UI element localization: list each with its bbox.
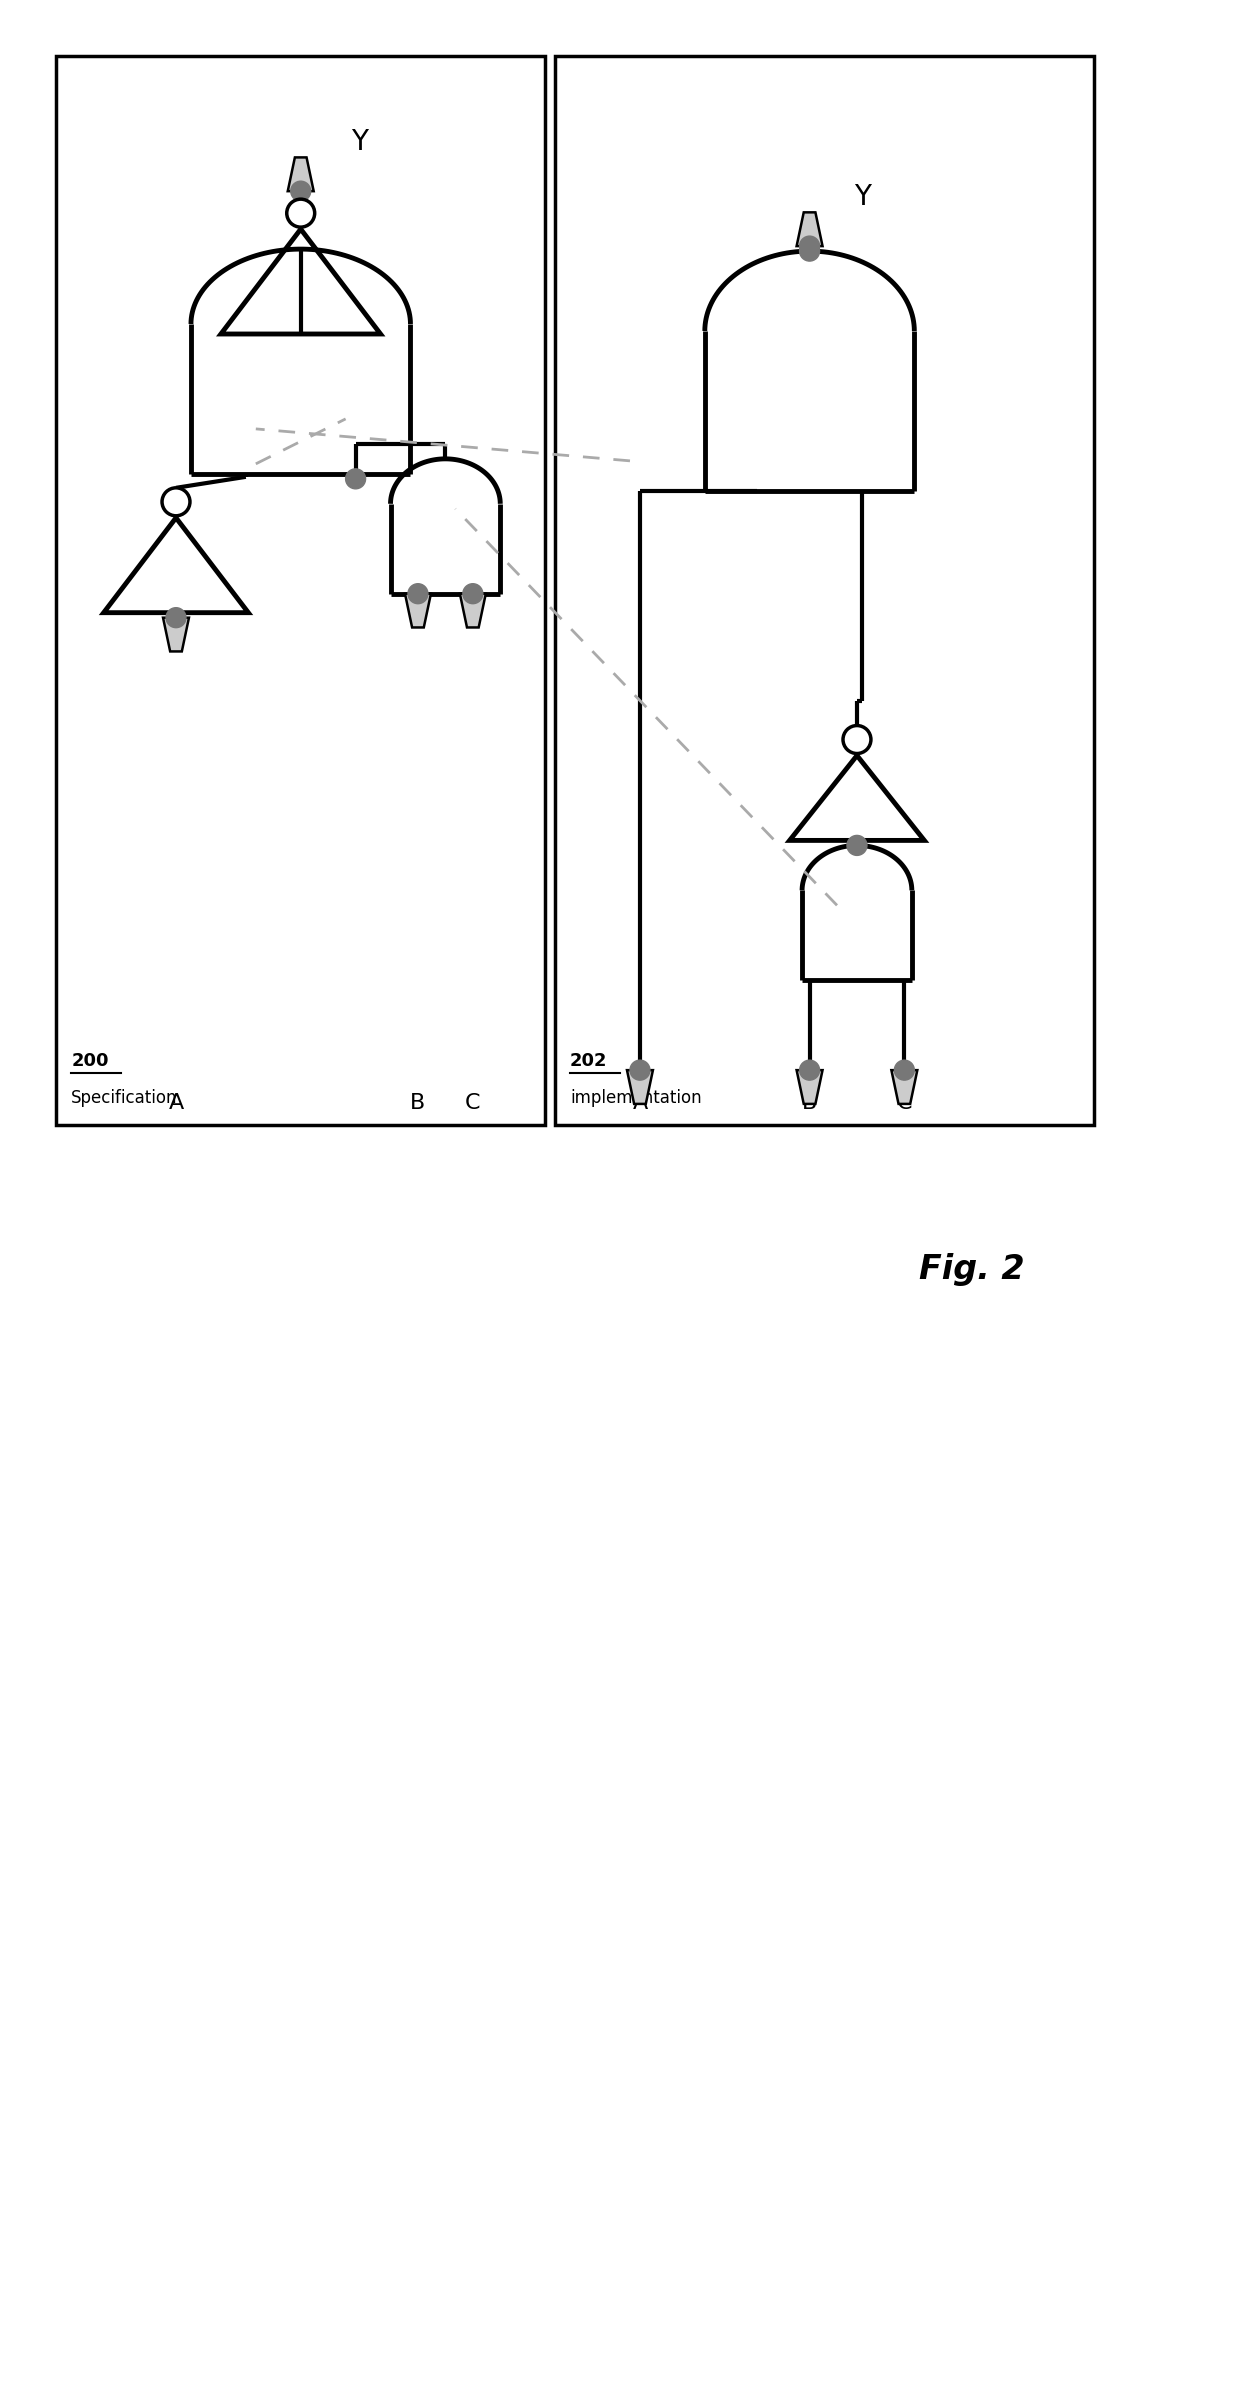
- Polygon shape: [162, 617, 188, 652]
- Text: Y: Y: [351, 129, 367, 155]
- Circle shape: [800, 237, 820, 256]
- Text: 202: 202: [570, 1052, 608, 1071]
- Circle shape: [166, 607, 186, 629]
- Polygon shape: [796, 213, 822, 246]
- Circle shape: [843, 727, 870, 753]
- Polygon shape: [104, 519, 248, 612]
- Circle shape: [290, 182, 311, 201]
- Text: A: A: [632, 1092, 647, 1114]
- Polygon shape: [221, 229, 381, 335]
- Circle shape: [894, 1061, 914, 1080]
- Polygon shape: [391, 459, 500, 593]
- Bar: [56, 57, 546, 1126]
- Text: Y: Y: [854, 184, 872, 210]
- Polygon shape: [405, 593, 432, 629]
- Polygon shape: [790, 755, 924, 841]
- Circle shape: [408, 583, 428, 605]
- Polygon shape: [191, 249, 410, 473]
- Polygon shape: [802, 846, 911, 980]
- Bar: [556, 57, 1094, 1126]
- Polygon shape: [460, 593, 486, 629]
- Text: Fig. 2: Fig. 2: [919, 1252, 1025, 1286]
- Text: 200: 200: [71, 1052, 109, 1071]
- Circle shape: [800, 1061, 820, 1080]
- Text: B: B: [410, 1092, 425, 1114]
- Circle shape: [346, 468, 366, 490]
- Polygon shape: [627, 1071, 653, 1104]
- Text: B: B: [802, 1092, 817, 1114]
- Circle shape: [463, 583, 482, 605]
- Circle shape: [800, 241, 820, 261]
- Text: Specification: Specification: [71, 1090, 177, 1107]
- Polygon shape: [704, 251, 914, 490]
- Circle shape: [286, 198, 315, 227]
- Circle shape: [162, 488, 190, 516]
- Circle shape: [847, 836, 867, 856]
- Text: C: C: [897, 1092, 913, 1114]
- Polygon shape: [288, 158, 314, 191]
- Polygon shape: [892, 1071, 918, 1104]
- Text: A: A: [169, 1092, 184, 1114]
- Text: implementation: implementation: [570, 1090, 702, 1107]
- Circle shape: [630, 1061, 650, 1080]
- Text: C: C: [465, 1092, 481, 1114]
- Polygon shape: [796, 1071, 822, 1104]
